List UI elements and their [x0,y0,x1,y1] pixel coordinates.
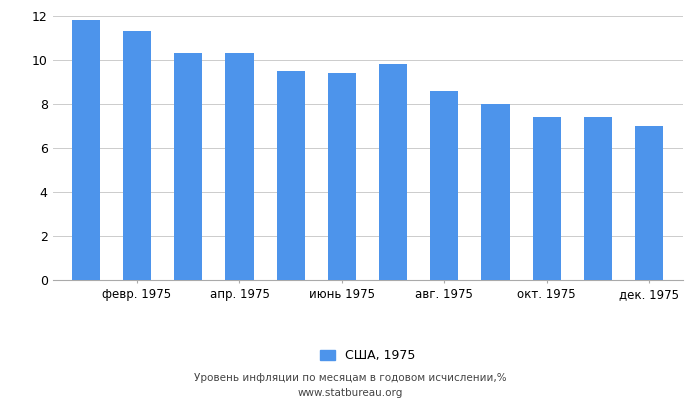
Bar [123,31,151,280]
Bar [379,64,407,280]
Bar [533,117,561,280]
Text: www.statbureau.org: www.statbureau.org [298,388,402,398]
Bar [482,104,510,280]
Text: Уровень инфляции по месяцам в годовом исчислении,%: Уровень инфляции по месяцам в годовом ис… [194,373,506,383]
Bar [635,126,664,280]
Bar [71,20,100,280]
Bar [225,53,253,280]
Bar [276,71,304,280]
Bar [584,117,612,280]
Bar [430,91,458,280]
Legend: США, 1975: США, 1975 [315,344,420,367]
Bar [328,73,356,280]
Bar [174,53,202,280]
